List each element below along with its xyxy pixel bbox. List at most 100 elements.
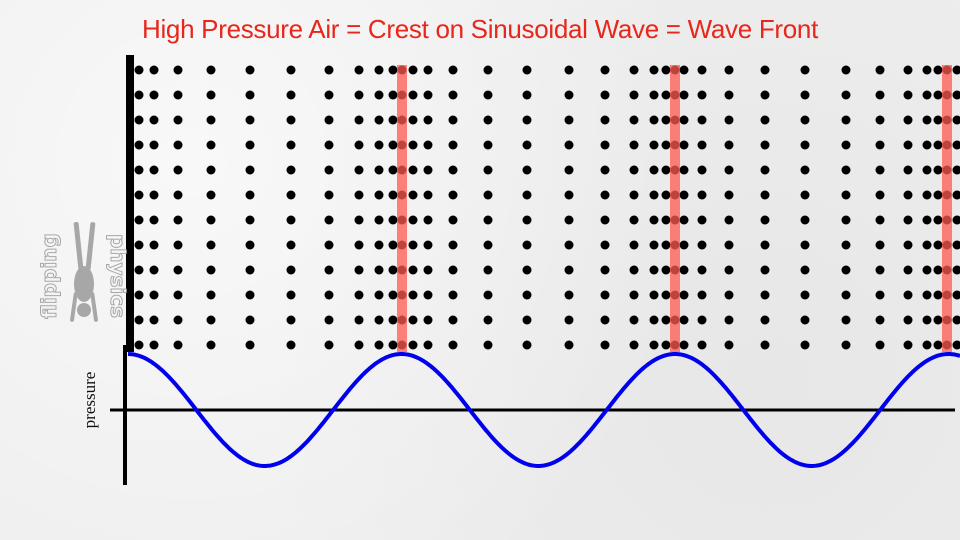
air-particle (875, 240, 885, 250)
air-particle (354, 215, 364, 225)
air-particle (875, 290, 885, 300)
air-particle (903, 240, 913, 250)
air-particle (245, 140, 255, 150)
air-particle (841, 265, 851, 275)
air-particle (374, 115, 384, 125)
air-particle (388, 65, 398, 75)
air-particle (760, 115, 770, 125)
air-particle (629, 140, 639, 150)
air-particle (206, 340, 216, 350)
air-particle (134, 65, 144, 75)
air-particle (173, 315, 183, 325)
air-particle (245, 315, 255, 325)
air-particle (245, 290, 255, 300)
air-particle (149, 90, 159, 100)
air-particle (388, 165, 398, 175)
air-particle (841, 90, 851, 100)
air-particle (149, 240, 159, 250)
air-particle-grid (134, 65, 960, 350)
air-particle (679, 215, 689, 225)
air-particle (354, 240, 364, 250)
air-particle (134, 315, 144, 325)
air-particle (661, 340, 671, 350)
air-particle (841, 315, 851, 325)
air-particle (649, 215, 659, 225)
air-particle (149, 115, 159, 125)
air-particle (448, 115, 458, 125)
air-particle (483, 115, 493, 125)
air-particle (483, 290, 493, 300)
air-particle (522, 215, 532, 225)
air-particle (841, 340, 851, 350)
air-particle (933, 115, 943, 125)
air-particle (875, 65, 885, 75)
air-particle (564, 65, 574, 75)
air-particle (522, 140, 532, 150)
air-particle (564, 115, 574, 125)
air-particle (922, 140, 932, 150)
air-particle (952, 315, 960, 325)
air-particle (324, 215, 334, 225)
air-particle (841, 165, 851, 175)
air-particle (448, 240, 458, 250)
air-particle (679, 165, 689, 175)
air-particle (661, 290, 671, 300)
air-particle (388, 340, 398, 350)
air-particle (933, 90, 943, 100)
air-particle (629, 65, 639, 75)
air-particle (922, 90, 932, 100)
air-particle (408, 140, 418, 150)
air-particle (564, 140, 574, 150)
air-particle (600, 190, 610, 200)
air-particle (354, 165, 364, 175)
air-particle (149, 165, 159, 175)
air-particle (245, 340, 255, 350)
air-particle (483, 315, 493, 325)
air-particle (760, 190, 770, 200)
air-particle (800, 190, 810, 200)
air-particle (286, 90, 296, 100)
air-particle (408, 290, 418, 300)
air-particle (800, 65, 810, 75)
air-particle (286, 140, 296, 150)
air-particle (564, 265, 574, 275)
air-particle (245, 165, 255, 175)
air-particle (903, 190, 913, 200)
air-particle (206, 315, 216, 325)
air-particle (173, 265, 183, 275)
air-particle (661, 90, 671, 100)
air-particle (600, 265, 610, 275)
air-particle (149, 190, 159, 200)
air-particle (697, 240, 707, 250)
air-particle (800, 90, 810, 100)
air-particle (679, 90, 689, 100)
air-particle (388, 265, 398, 275)
air-particle (875, 165, 885, 175)
air-particle (324, 115, 334, 125)
air-particle (324, 165, 334, 175)
air-particle (841, 215, 851, 225)
air-particle (354, 340, 364, 350)
air-particle (286, 165, 296, 175)
air-particle (149, 140, 159, 150)
air-particle (388, 215, 398, 225)
air-particle (800, 290, 810, 300)
air-particle (408, 65, 418, 75)
air-particle (448, 140, 458, 150)
air-particle (952, 240, 960, 250)
air-particle (324, 90, 334, 100)
air-particle (649, 340, 659, 350)
air-particle (922, 190, 932, 200)
air-particle (286, 215, 296, 225)
air-particle (724, 215, 734, 225)
air-particle (724, 165, 734, 175)
air-particle (661, 165, 671, 175)
air-particle (149, 215, 159, 225)
air-particle (564, 290, 574, 300)
air-particle (661, 315, 671, 325)
air-particle (952, 290, 960, 300)
air-particle (149, 315, 159, 325)
air-particle (679, 140, 689, 150)
air-particle (134, 340, 144, 350)
air-particle (173, 340, 183, 350)
